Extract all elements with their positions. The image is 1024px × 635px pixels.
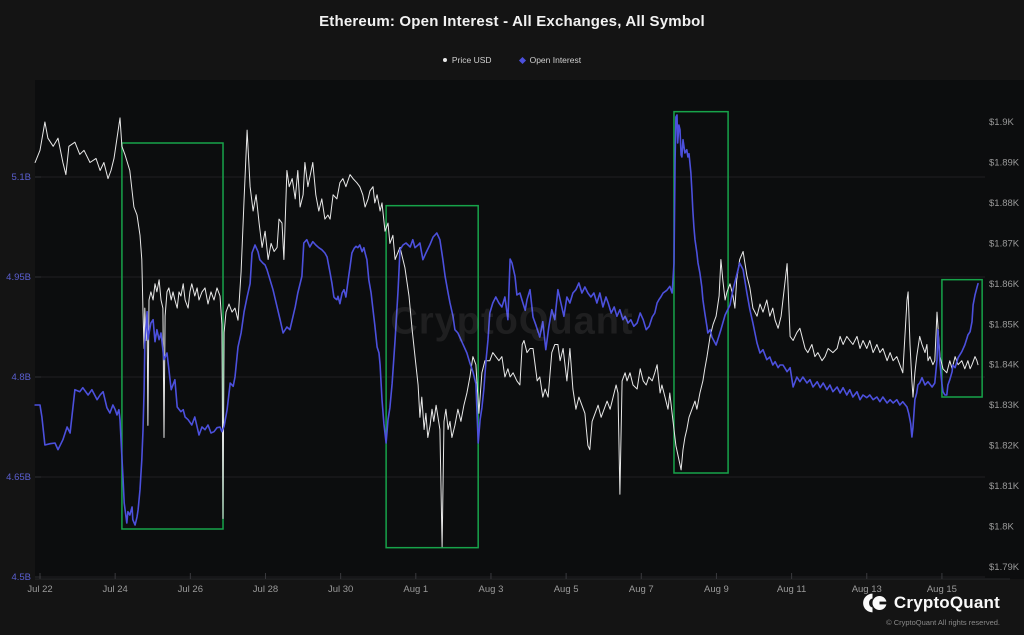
left-axis-label: 5.1B	[11, 172, 31, 183]
x-axis-label: Aug 5	[554, 584, 579, 595]
x-axis-label: Jul 24	[102, 584, 127, 595]
chart-legend: Price USD Open Interest	[0, 55, 1024, 65]
x-axis-label: Jul 26	[178, 584, 203, 595]
right-axis-label: $1.9K	[989, 117, 1014, 128]
x-axis-label: Aug 9	[704, 584, 729, 595]
highlight-box	[385, 204, 479, 549]
highlight-box	[941, 278, 983, 398]
right-axis-label: $1.8K	[989, 522, 1014, 533]
right-axis-label: $1.82K	[989, 441, 1020, 452]
highlight-box	[121, 142, 224, 530]
right-axis-label: $1.84K	[989, 360, 1020, 371]
right-axis-label: $1.83K	[989, 400, 1020, 411]
legend-price-label: Price USD	[451, 55, 492, 65]
legend-open-interest-label: Open Interest	[529, 55, 582, 65]
left-axis-label: 4.65B	[6, 472, 31, 483]
open-interest-diamond-icon	[518, 56, 526, 64]
right-axis-label: $1.81K	[989, 481, 1020, 492]
open-interest-line	[34, 114, 979, 526]
right-axis-label: $1.85K	[989, 319, 1020, 330]
right-axis-label: $1.89K	[989, 157, 1020, 168]
price-line	[34, 117, 979, 548]
cryptoquant-brand: CryptoQuant	[863, 592, 1000, 614]
left-axis-label: 4.5B	[11, 572, 31, 583]
x-axis-label: Aug 11	[777, 584, 806, 595]
price-dot-icon	[442, 58, 447, 62]
right-axis-label: $1.79K	[989, 562, 1020, 573]
copyright-text: © CryptoQuant All rights reserved.	[886, 618, 1000, 627]
right-axis-label: $1.88K	[989, 198, 1020, 209]
x-axis-label: Jul 30	[328, 584, 353, 595]
x-axis-label: Jul 22	[27, 584, 52, 595]
x-axis-label: Aug 15	[927, 584, 957, 595]
page-title: Ethereum: Open Interest - All Exchanges,…	[319, 13, 705, 30]
plot-area	[35, 80, 1024, 579]
highlight-box	[673, 110, 729, 474]
right-axis-label: $1.86K	[989, 279, 1020, 290]
legend-item-open-interest[interactable]: Open Interest	[518, 55, 582, 65]
x-axis-label: Aug 13	[852, 584, 882, 595]
left-axis-label: 4.8B	[11, 372, 31, 383]
x-axis-label: Aug 3	[479, 584, 504, 595]
x-axis-label: Aug 7	[629, 584, 654, 595]
x-axis-label: Jul 28	[253, 584, 278, 595]
brand-text: CryptoQuant	[893, 593, 1000, 612]
x-axis-label: Aug 1	[403, 584, 428, 595]
legend-item-price[interactable]: Price USD	[442, 55, 492, 65]
left-axis-label: 4.95B	[6, 272, 31, 283]
cryptoquant-logo-icon	[863, 593, 887, 613]
right-axis-label: $1.87K	[989, 238, 1020, 249]
